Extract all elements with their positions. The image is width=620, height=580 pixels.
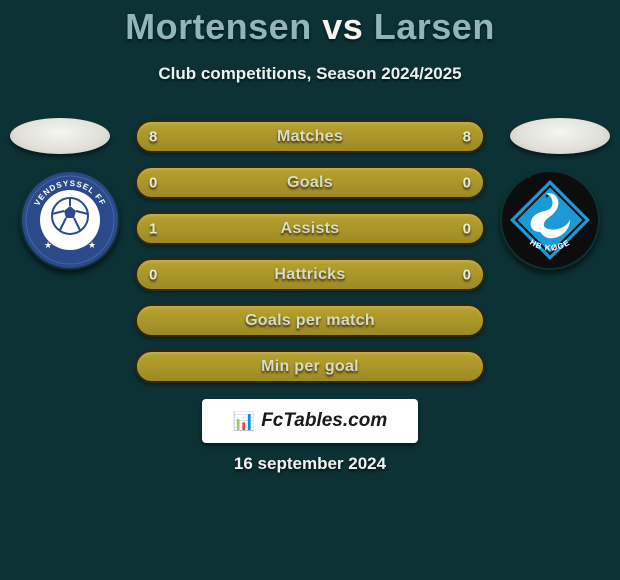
stat-row-matches: 8 Matches 8 (135, 120, 485, 153)
comparison-card: Mortensen vs Larsen Club competitions, S… (0, 0, 620, 580)
brand-text: FcTables.com (261, 410, 387, 432)
stat-value-left: 1 (149, 220, 157, 237)
stat-row-hattricks: 0 Hattricks 0 (135, 258, 485, 291)
svg-text:★: ★ (88, 240, 96, 250)
vs-label: vs (322, 6, 363, 47)
chart-icon: 📊 (233, 411, 255, 432)
stat-label: Assists (280, 220, 339, 238)
stat-row-goals-per-match: Goals per match (135, 304, 485, 337)
player2-avatar-placeholder (510, 118, 610, 154)
player2-name: Larsen (374, 6, 495, 47)
stat-row-min-per-goal: Min per goal (135, 350, 485, 383)
stat-value-right: 0 (463, 174, 471, 191)
brand-label: 📊 FcTables.com (233, 410, 387, 432)
svg-text:2013: 2013 (59, 240, 82, 251)
date-label: 16 september 2024 (0, 454, 620, 474)
club-badge-right: HB KØGE (500, 170, 600, 270)
stat-label: Goals per match (245, 312, 375, 330)
stat-label: Matches (277, 128, 343, 146)
stat-value-right: 0 (463, 220, 471, 237)
stat-label: Hattricks (274, 266, 345, 284)
stat-value-right: 0 (463, 266, 471, 283)
club-badge-left: VENDSYSSEL FF 2013 ★ ★ (20, 170, 120, 270)
player1-avatar-placeholder (10, 118, 110, 154)
subtitle: Club competitions, Season 2024/2025 (0, 64, 620, 84)
svg-text:★: ★ (44, 240, 52, 250)
player1-name: Mortensen (125, 6, 312, 47)
stat-label: Goals (287, 174, 333, 192)
stat-label: Min per goal (261, 358, 359, 376)
stat-value-left: 0 (149, 174, 157, 191)
stat-value-right: 8 (463, 128, 471, 145)
stat-bars: 8 Matches 8 0 Goals 0 1 Assists 0 0 Hatt… (135, 120, 485, 396)
page-title: Mortensen vs Larsen (0, 0, 620, 48)
stat-value-left: 0 (149, 266, 157, 283)
brand-box: 📊 FcTables.com (202, 399, 418, 443)
stat-value-left: 8 (149, 128, 157, 145)
stat-row-assists: 1 Assists 0 (135, 212, 485, 245)
stat-row-goals: 0 Goals 0 (135, 166, 485, 199)
